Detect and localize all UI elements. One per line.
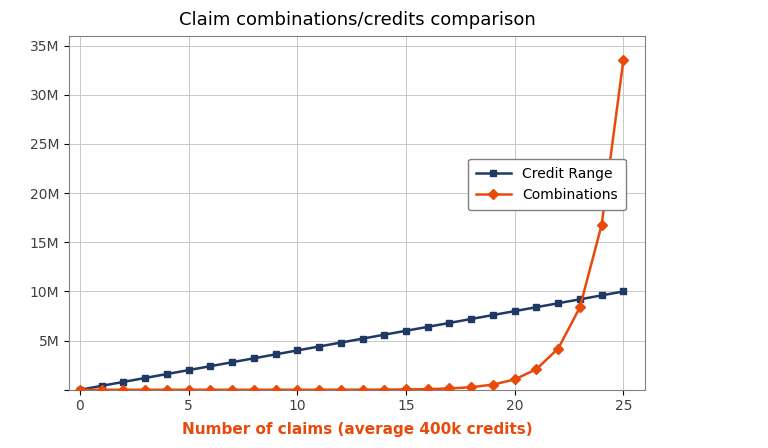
Combinations (314, 387, 323, 392)
Combinations (336, 387, 346, 392)
Combinations (141, 387, 150, 392)
Credit Range (575, 297, 584, 302)
Credit Range (141, 375, 150, 381)
Combinations (250, 387, 259, 392)
Combinations (423, 387, 432, 392)
Credit Range (162, 371, 171, 377)
Credit Range (293, 348, 302, 353)
Combinations (379, 387, 389, 392)
Combinations (358, 387, 367, 392)
Credit Range (531, 305, 541, 310)
Combinations (597, 222, 606, 228)
Combinations (271, 387, 280, 392)
Credit Range (314, 344, 323, 349)
Combinations (206, 387, 215, 392)
Combinations (488, 382, 498, 387)
Combinations (554, 346, 563, 351)
Title: Claim combinations/credits comparison: Claim combinations/credits comparison (179, 11, 535, 29)
Combinations (402, 387, 411, 392)
Credit Range (402, 328, 411, 333)
Credit Range (227, 360, 237, 365)
Combinations (619, 57, 628, 63)
Credit Range (445, 320, 454, 326)
Credit Range (250, 356, 259, 361)
Combinations (184, 387, 194, 392)
Legend: Credit Range, Combinations: Credit Range, Combinations (468, 159, 626, 210)
Credit Range (206, 363, 215, 369)
Combinations (293, 387, 302, 392)
Combinations (227, 387, 237, 392)
Credit Range (271, 352, 280, 357)
Combinations (531, 366, 541, 372)
Credit Range (379, 332, 389, 337)
Combinations (162, 387, 171, 392)
Credit Range (358, 336, 367, 341)
Credit Range (554, 301, 563, 306)
Credit Range (597, 293, 606, 298)
Credit Range (510, 308, 519, 314)
Combinations (119, 387, 128, 392)
Credit Range (488, 312, 498, 318)
Credit Range (467, 316, 476, 322)
Combinations (575, 305, 584, 310)
Credit Range (423, 324, 432, 330)
Credit Range (119, 379, 128, 384)
X-axis label: Number of claims (average 400k credits): Number of claims (average 400k credits) (182, 422, 532, 437)
Combinations (467, 384, 476, 390)
Credit Range (97, 383, 106, 388)
Credit Range (75, 387, 84, 392)
Combinations (445, 386, 454, 391)
Credit Range (336, 340, 346, 345)
Combinations (75, 387, 84, 392)
Line: Combinations: Combinations (77, 56, 627, 393)
Credit Range (619, 289, 628, 294)
Combinations (510, 377, 519, 382)
Credit Range (184, 367, 194, 373)
Line: Credit Range: Credit Range (77, 288, 627, 393)
Combinations (97, 387, 106, 392)
